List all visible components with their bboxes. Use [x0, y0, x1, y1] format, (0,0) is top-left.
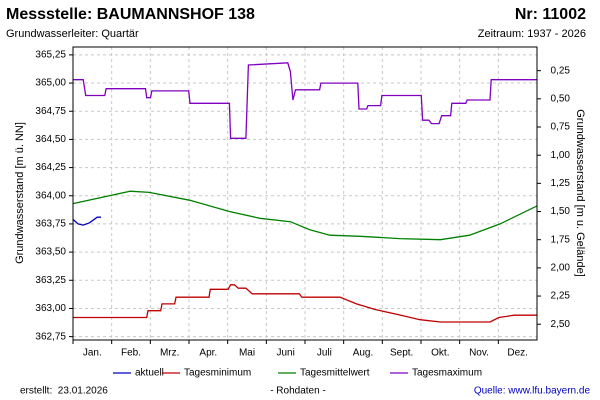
y-tick-label: 364,00	[35, 190, 66, 201]
x-tick-label: Aug.	[353, 348, 374, 359]
legend-label: aktuell	[135, 368, 164, 379]
y2-tick-label: 2,00	[551, 263, 571, 274]
y-tick-label: 363,50	[35, 247, 66, 258]
series-line	[72, 190, 538, 241]
y-tick-label: 364,25	[35, 162, 66, 173]
series-line	[73, 62, 537, 139]
y2-tick-label: 1,25	[551, 178, 571, 189]
series-line	[73, 284, 537, 323]
y2-tick-label: 0,25	[551, 65, 571, 76]
y2-tick-label: 2,25	[551, 291, 571, 302]
series-line	[72, 216, 101, 226]
x-tick-label: Nov.	[469, 348, 489, 359]
subtitle: Grundwasserleiter: Quartär	[6, 28, 139, 40]
footer-source[interactable]: Quelle: www.lfu.bayern.de	[474, 386, 591, 397]
y2-tick-label: 0,50	[551, 93, 571, 104]
y-tick-label: 364,75	[35, 106, 66, 117]
x-tick-label: Sept.	[390, 348, 413, 359]
x-tick-label: Dez.	[507, 348, 528, 359]
y2-axis-label: Grundwasserstand [m u. Gelände]	[574, 109, 586, 277]
x-tick-label: Juli	[317, 348, 332, 359]
y2-tick-label: 2,50	[551, 319, 571, 330]
x-tick-label: Okt.	[431, 348, 449, 359]
y-tick-label: 364,50	[35, 134, 66, 145]
y2-tick-label: 1,00	[551, 150, 571, 161]
chart-title: Messstelle: BAUMANNSHOF 138	[6, 6, 255, 23]
y-tick-label: 363,25	[35, 275, 66, 286]
y-tick-label: 363,00	[35, 303, 66, 314]
y-tick-label: 365,00	[35, 78, 66, 89]
chart-number: Nr: 11002	[515, 6, 586, 23]
x-tick-label: Jan.	[83, 348, 102, 359]
y2-tick-label: 0,75	[551, 122, 571, 133]
y-tick-label: 362,75	[35, 331, 66, 342]
x-tick-label: Mrz.	[160, 348, 179, 359]
y2-tick-label: 1,75	[551, 234, 571, 245]
x-tick-label: Apr.	[199, 348, 217, 359]
y-tick-label: 363,75	[35, 219, 66, 230]
plot-border	[72, 46, 538, 341]
y2-tick-label: 1,50	[551, 206, 571, 217]
y-axis-label: Grundwasserstand [m ü. NN]	[14, 122, 26, 264]
legend-label: Tagesmittelwert	[300, 368, 370, 379]
period: Zeitraum: 1937 - 2026	[478, 28, 586, 40]
legend-label: Tagesminimum	[184, 368, 251, 379]
legend-label: Tagesmaximum	[412, 368, 482, 379]
x-tick-label: Juni	[276, 348, 294, 359]
footer-raw: - Rohdaten -	[270, 386, 326, 397]
x-tick-label: Mai	[239, 348, 255, 359]
x-tick-label: Feb.	[121, 348, 141, 359]
y-tick-label: 365,25	[35, 50, 66, 61]
footer-created: erstellt: 23.01.2026	[20, 386, 108, 397]
